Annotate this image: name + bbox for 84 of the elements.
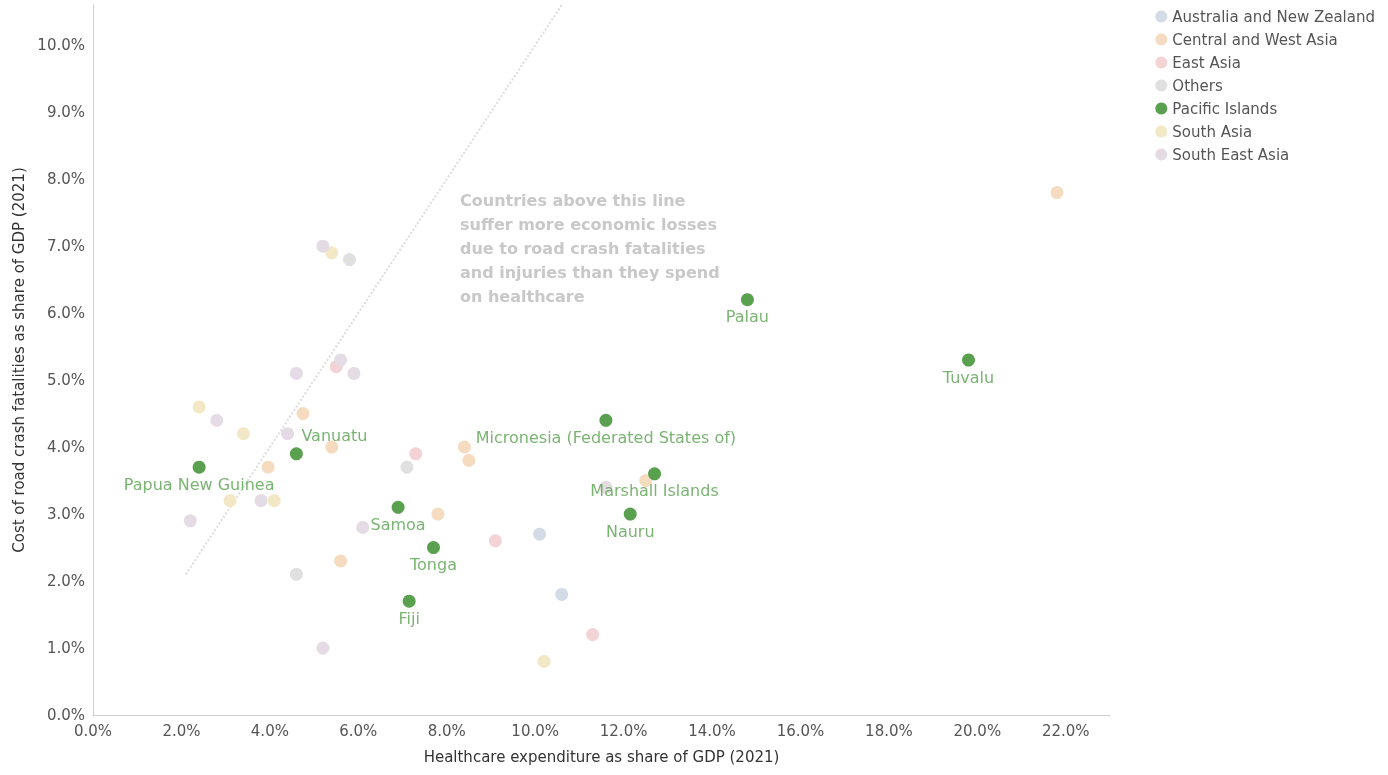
y-tick-label: 3.0% [46, 505, 85, 524]
point [192, 400, 206, 414]
point [236, 427, 250, 441]
y-tick-label: 4.0% [46, 438, 85, 457]
point [289, 366, 303, 380]
point [347, 366, 361, 380]
x-tick-label: 16.0% [776, 721, 825, 740]
point [192, 460, 206, 474]
point [210, 413, 224, 427]
legend-label: Central and West Asia [1172, 30, 1338, 49]
point [1050, 186, 1064, 200]
legend-label: Others [1172, 76, 1223, 95]
annotation: Papua New Guinea [123, 474, 275, 494]
point [962, 353, 975, 367]
y-tick-label: 8.0% [46, 170, 85, 189]
y-axis-title: Cost of road crash fatalities as share of GDP (2021) [9, 167, 28, 553]
legend-label: Australia and New Zealand [1172, 7, 1376, 26]
point [334, 353, 348, 367]
x-tick-label: 22.0% [1041, 721, 1090, 740]
point [426, 541, 440, 555]
y-tick-label: 9.0% [46, 103, 85, 122]
point [623, 507, 637, 521]
annotation: Fiji [398, 608, 420, 628]
point [289, 567, 303, 581]
point [334, 554, 348, 568]
annotation: Tuvalu [941, 367, 995, 387]
point [316, 239, 330, 253]
y-tick-label: 0.0% [46, 706, 85, 724]
point [223, 494, 237, 508]
y-tick-label: 7.0% [46, 237, 85, 256]
y-tick-label: 10.0% [37, 36, 85, 55]
x-tick-label: 12.0% [599, 721, 648, 740]
annotation: Tonga [409, 555, 457, 575]
y-tick-label: 2.0% [46, 572, 85, 591]
point [488, 534, 502, 548]
point [409, 447, 423, 461]
x-tick-label: 0.0% [73, 721, 113, 740]
x-tick-label: 2.0% [162, 721, 201, 740]
point [261, 460, 275, 474]
point [281, 427, 295, 441]
x-tick-label: 10.0% [511, 721, 559, 740]
point [183, 514, 197, 528]
legend-label: Pacific Islands [1172, 99, 1278, 118]
point [555, 587, 569, 601]
annotation: Marshall Islands [590, 481, 719, 501]
y-tick-label: 1.0% [46, 639, 85, 658]
point [599, 413, 613, 427]
x-tick-label: 6.0% [339, 721, 378, 740]
point [457, 440, 471, 454]
x-tick-label: 20.0% [953, 721, 1002, 740]
point [462, 453, 476, 467]
point [537, 654, 551, 668]
annotation: Micronesia (Federated States of) [475, 427, 737, 447]
legend-label: East Asia [1172, 53, 1241, 72]
point [325, 246, 339, 260]
point [325, 440, 339, 454]
point [586, 628, 600, 642]
annotation: Nauru [605, 521, 655, 541]
y-tick-label: 5.0% [46, 371, 85, 390]
point [316, 641, 330, 655]
point [402, 594, 416, 608]
point [431, 507, 445, 521]
annotation: Samoa [370, 514, 426, 534]
annotation: Vanuatu [301, 426, 368, 446]
x-axis-title: Healthcare expenditure as share of GDP (2021) [423, 747, 780, 766]
point [400, 460, 414, 474]
point [254, 494, 268, 508]
point [391, 500, 405, 514]
y-tick-label: 6.0% [46, 304, 85, 323]
legend-label: South Asia [1172, 122, 1253, 141]
point [356, 520, 370, 534]
x-tick-label: 18.0% [865, 721, 913, 740]
point [533, 527, 547, 541]
x-tick-label: 8.0% [427, 721, 466, 740]
annotation: Palau [725, 307, 769, 327]
x-tick-label: 14.0% [688, 721, 736, 740]
point [289, 447, 303, 461]
point [342, 253, 356, 267]
point [648, 467, 662, 481]
point [296, 407, 310, 421]
legend-label: South East Asia [1172, 145, 1290, 164]
point [267, 494, 281, 508]
point [740, 293, 754, 307]
x-tick-label: 4.0% [250, 721, 289, 740]
